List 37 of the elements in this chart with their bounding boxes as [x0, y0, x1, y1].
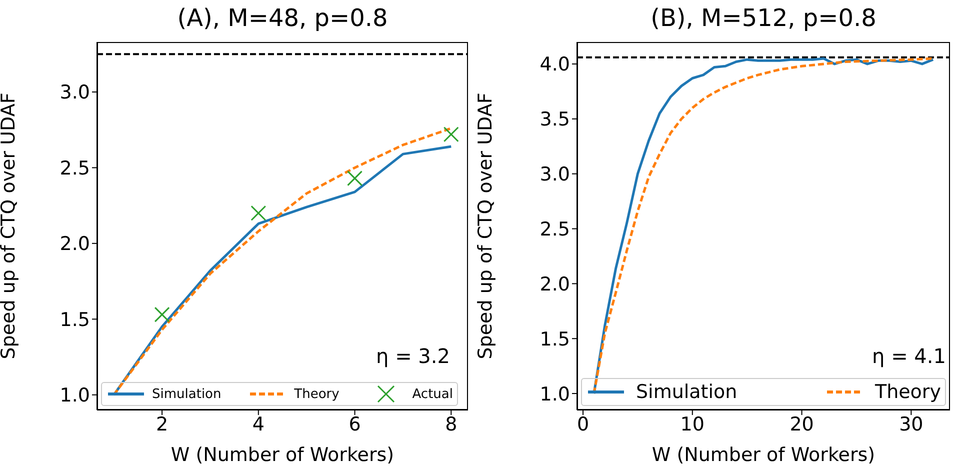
legend-label: Theory	[294, 386, 340, 402]
chart-title: (B), M=512, p=0.8	[650, 4, 878, 32]
x-tick-label: 8	[445, 413, 458, 436]
x-tick-label: 30	[899, 413, 924, 436]
x-tick-label: 20	[790, 413, 814, 436]
x-axis-title: W (Number of Workers)	[170, 444, 394, 466]
legend-label: Actual	[412, 386, 453, 402]
y-tick-label: 1.5	[60, 308, 90, 331]
y-tick-label: 2.5	[60, 157, 90, 180]
y-axis-title: Speed up of CTQ over UDAF	[0, 92, 20, 360]
y-tick-label: 3.5	[540, 108, 570, 131]
x-tick-label: 6	[348, 413, 361, 436]
point	[347, 170, 363, 186]
y-tick-label: 3.0	[60, 82, 90, 104]
y-tick-label: 2.5	[540, 218, 570, 240]
x-tick-label: 10	[680, 413, 704, 436]
y-tick-label: 1.0	[60, 384, 90, 407]
legend-label: Theory	[874, 381, 941, 403]
point	[154, 306, 170, 322]
legend-label: Simulation	[152, 386, 222, 402]
point	[250, 205, 266, 221]
x-tick-label: 4	[252, 413, 264, 436]
legend-label: Simulation	[636, 381, 738, 403]
y-tick-label: 2.0	[540, 273, 570, 296]
y-tick-label: 2.0	[60, 233, 90, 256]
annotation: η = 4.1	[872, 344, 946, 368]
annotation: η = 3.2	[376, 344, 450, 368]
y-tick-label: 1.5	[540, 328, 570, 350]
y-tick-label: 1.0	[540, 383, 570, 406]
chart-title: (A), M=48, p=0.8	[176, 4, 389, 32]
point	[443, 126, 459, 142]
y-tick-label: 3.0	[540, 164, 570, 186]
y-axis-title: Speed up of CTQ over UDAF	[474, 92, 497, 360]
x-tick-label: 0	[576, 413, 590, 436]
y-tick-label: 4.0	[540, 54, 570, 76]
x-tick-label: 2	[156, 413, 168, 436]
x-axis-title: W (Number of Workers)	[652, 444, 876, 466]
